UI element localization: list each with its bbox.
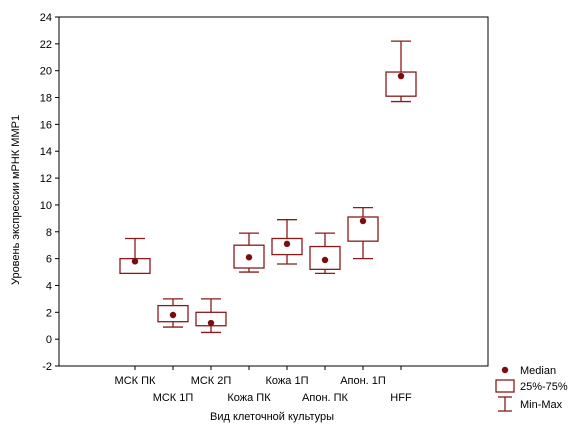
y-tick-label: 14 [40, 146, 52, 158]
legend-median-label: Median [520, 365, 556, 377]
legend: Median 25%-75% Min-Max [495, 365, 568, 412]
box-7 [347, 206, 379, 260]
y-axis-title: Уровень экспрессии мРНК ММР1 [10, 115, 22, 285]
legend-box-label: 25%-75% [520, 381, 568, 393]
box-2 [157, 298, 189, 328]
median-point [245, 254, 253, 261]
y-tick-label: 10 [40, 200, 52, 212]
y-tick-label: 6 [46, 254, 52, 266]
x-tick-label: Апон. ПК [302, 392, 349, 404]
box-8 [385, 40, 417, 103]
x-tick-label: МСК 2П [191, 375, 232, 387]
y-tick-label: 18 [40, 93, 52, 105]
y-tick-label: 20 [40, 66, 52, 78]
plot-frame [58, 16, 489, 367]
x-tick-label: МСК ПК [115, 375, 156, 387]
y-tick-label: 8 [46, 227, 52, 239]
legend-whisker-label: Min-Max [520, 399, 563, 411]
box-3 [195, 298, 227, 334]
boxes [119, 40, 417, 334]
x-tick-label: HFF [390, 392, 412, 404]
legend-median-marker [501, 366, 509, 374]
y-tick-label: 4 [46, 280, 52, 292]
box-1 [119, 237, 151, 275]
median-point [359, 217, 367, 225]
median-point [283, 240, 291, 248]
box-4 [233, 232, 265, 273]
box-5 [271, 219, 303, 265]
iqr-box [347, 216, 379, 242]
x-tick-label: Кожа 1П [266, 375, 309, 387]
y-tick-label: 2 [46, 307, 52, 319]
y-tick-label: 0 [46, 334, 52, 346]
median-point [321, 256, 329, 264]
y-tick-label: 16 [40, 119, 52, 131]
legend-box-marker [495, 379, 515, 393]
x-tick-label: МСК 1П [153, 392, 194, 404]
median-point [131, 258, 139, 265]
y-tick-label: 22 [40, 39, 52, 51]
y-tick-label: -2 [42, 361, 52, 373]
x-tick-label: Апон. 1П [340, 375, 386, 387]
median-point [169, 311, 177, 319]
median-point [207, 319, 215, 327]
y-tick-label: 24 [40, 12, 52, 24]
x-tick-label: Кожа ПК [227, 392, 271, 404]
median-point [397, 72, 405, 80]
box-6 [309, 232, 341, 275]
x-axis-title: Вид клеточной культуры [210, 411, 334, 423]
y-tick-label: 12 [40, 173, 52, 185]
